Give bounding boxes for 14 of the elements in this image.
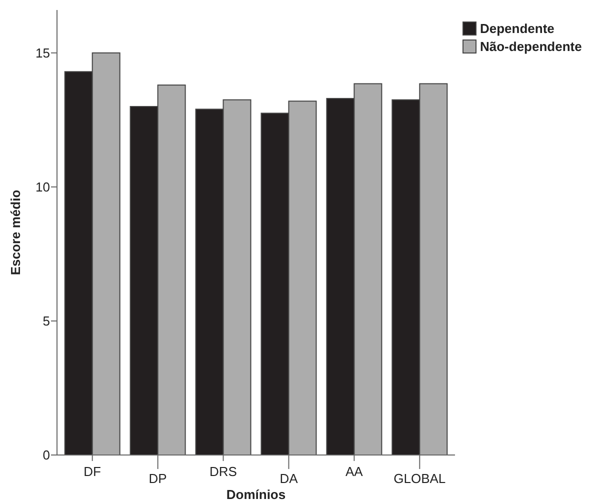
legend-label: Dependente xyxy=(480,21,554,36)
y-tick-label: 0 xyxy=(42,448,50,463)
x-tick-label: DA xyxy=(280,471,298,486)
y-tick-label: 5 xyxy=(42,314,50,329)
x-tick-label: DP xyxy=(148,471,167,486)
x-axis-title: Domínios xyxy=(226,487,286,502)
x-tick-label: DRS xyxy=(210,464,238,479)
x-tick-label: GLOBAL xyxy=(394,471,446,486)
y-tick-label: 10 xyxy=(36,179,50,194)
y-axis-title: Escore médio xyxy=(8,190,23,276)
x-tick-label: DF xyxy=(84,464,102,479)
legend-label: Não-dependente xyxy=(480,39,582,54)
x-tick-label: AA xyxy=(346,464,364,479)
y-tick-label: 15 xyxy=(36,45,50,60)
